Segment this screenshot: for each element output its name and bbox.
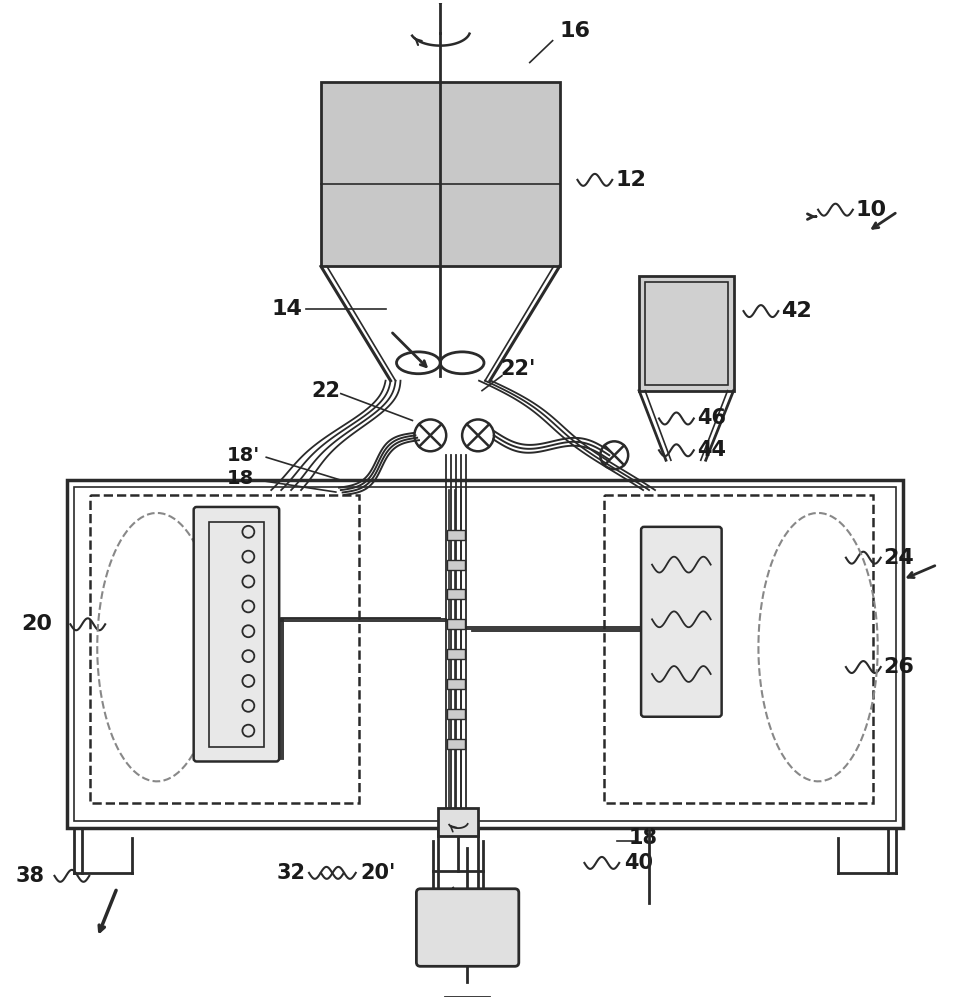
Bar: [447, 560, 465, 570]
Text: 22': 22': [499, 359, 535, 379]
Text: 42: 42: [781, 301, 812, 321]
Text: 44: 44: [697, 440, 726, 460]
Bar: [447, 739, 465, 749]
Text: 40: 40: [624, 853, 653, 873]
Text: 20': 20': [361, 863, 396, 883]
Bar: [604, 495, 873, 803]
Bar: [68, 480, 902, 828]
Bar: [447, 709, 465, 719]
Bar: [75, 487, 895, 821]
Bar: [639, 276, 734, 391]
Bar: [645, 282, 728, 385]
Text: 14: 14: [271, 299, 302, 319]
Text: 38: 38: [15, 866, 45, 886]
Text: 18': 18': [227, 446, 259, 465]
Text: 26: 26: [884, 657, 915, 677]
Text: 32: 32: [277, 863, 306, 883]
Bar: [447, 679, 465, 689]
Text: 12: 12: [616, 170, 646, 190]
FancyBboxPatch shape: [641, 527, 721, 717]
Bar: [90, 495, 359, 803]
Text: 18: 18: [629, 828, 658, 848]
Text: 30: 30: [455, 902, 479, 920]
Text: 20: 20: [21, 614, 52, 634]
Text: 22: 22: [311, 381, 340, 401]
Bar: [447, 649, 465, 659]
Bar: [208, 522, 264, 747]
Text: 16: 16: [560, 21, 590, 41]
Text: 46: 46: [697, 408, 726, 428]
Bar: [325, 86, 556, 197]
Bar: [439, 808, 478, 836]
FancyBboxPatch shape: [194, 507, 279, 761]
Text: 24: 24: [884, 548, 915, 568]
Bar: [447, 589, 465, 599]
Text: 18: 18: [227, 469, 254, 488]
Bar: [447, 530, 465, 540]
Text: ~: ~: [455, 920, 479, 948]
Bar: [447, 619, 465, 629]
Text: 10: 10: [856, 200, 887, 220]
Bar: [321, 82, 560, 266]
FancyBboxPatch shape: [416, 889, 519, 966]
